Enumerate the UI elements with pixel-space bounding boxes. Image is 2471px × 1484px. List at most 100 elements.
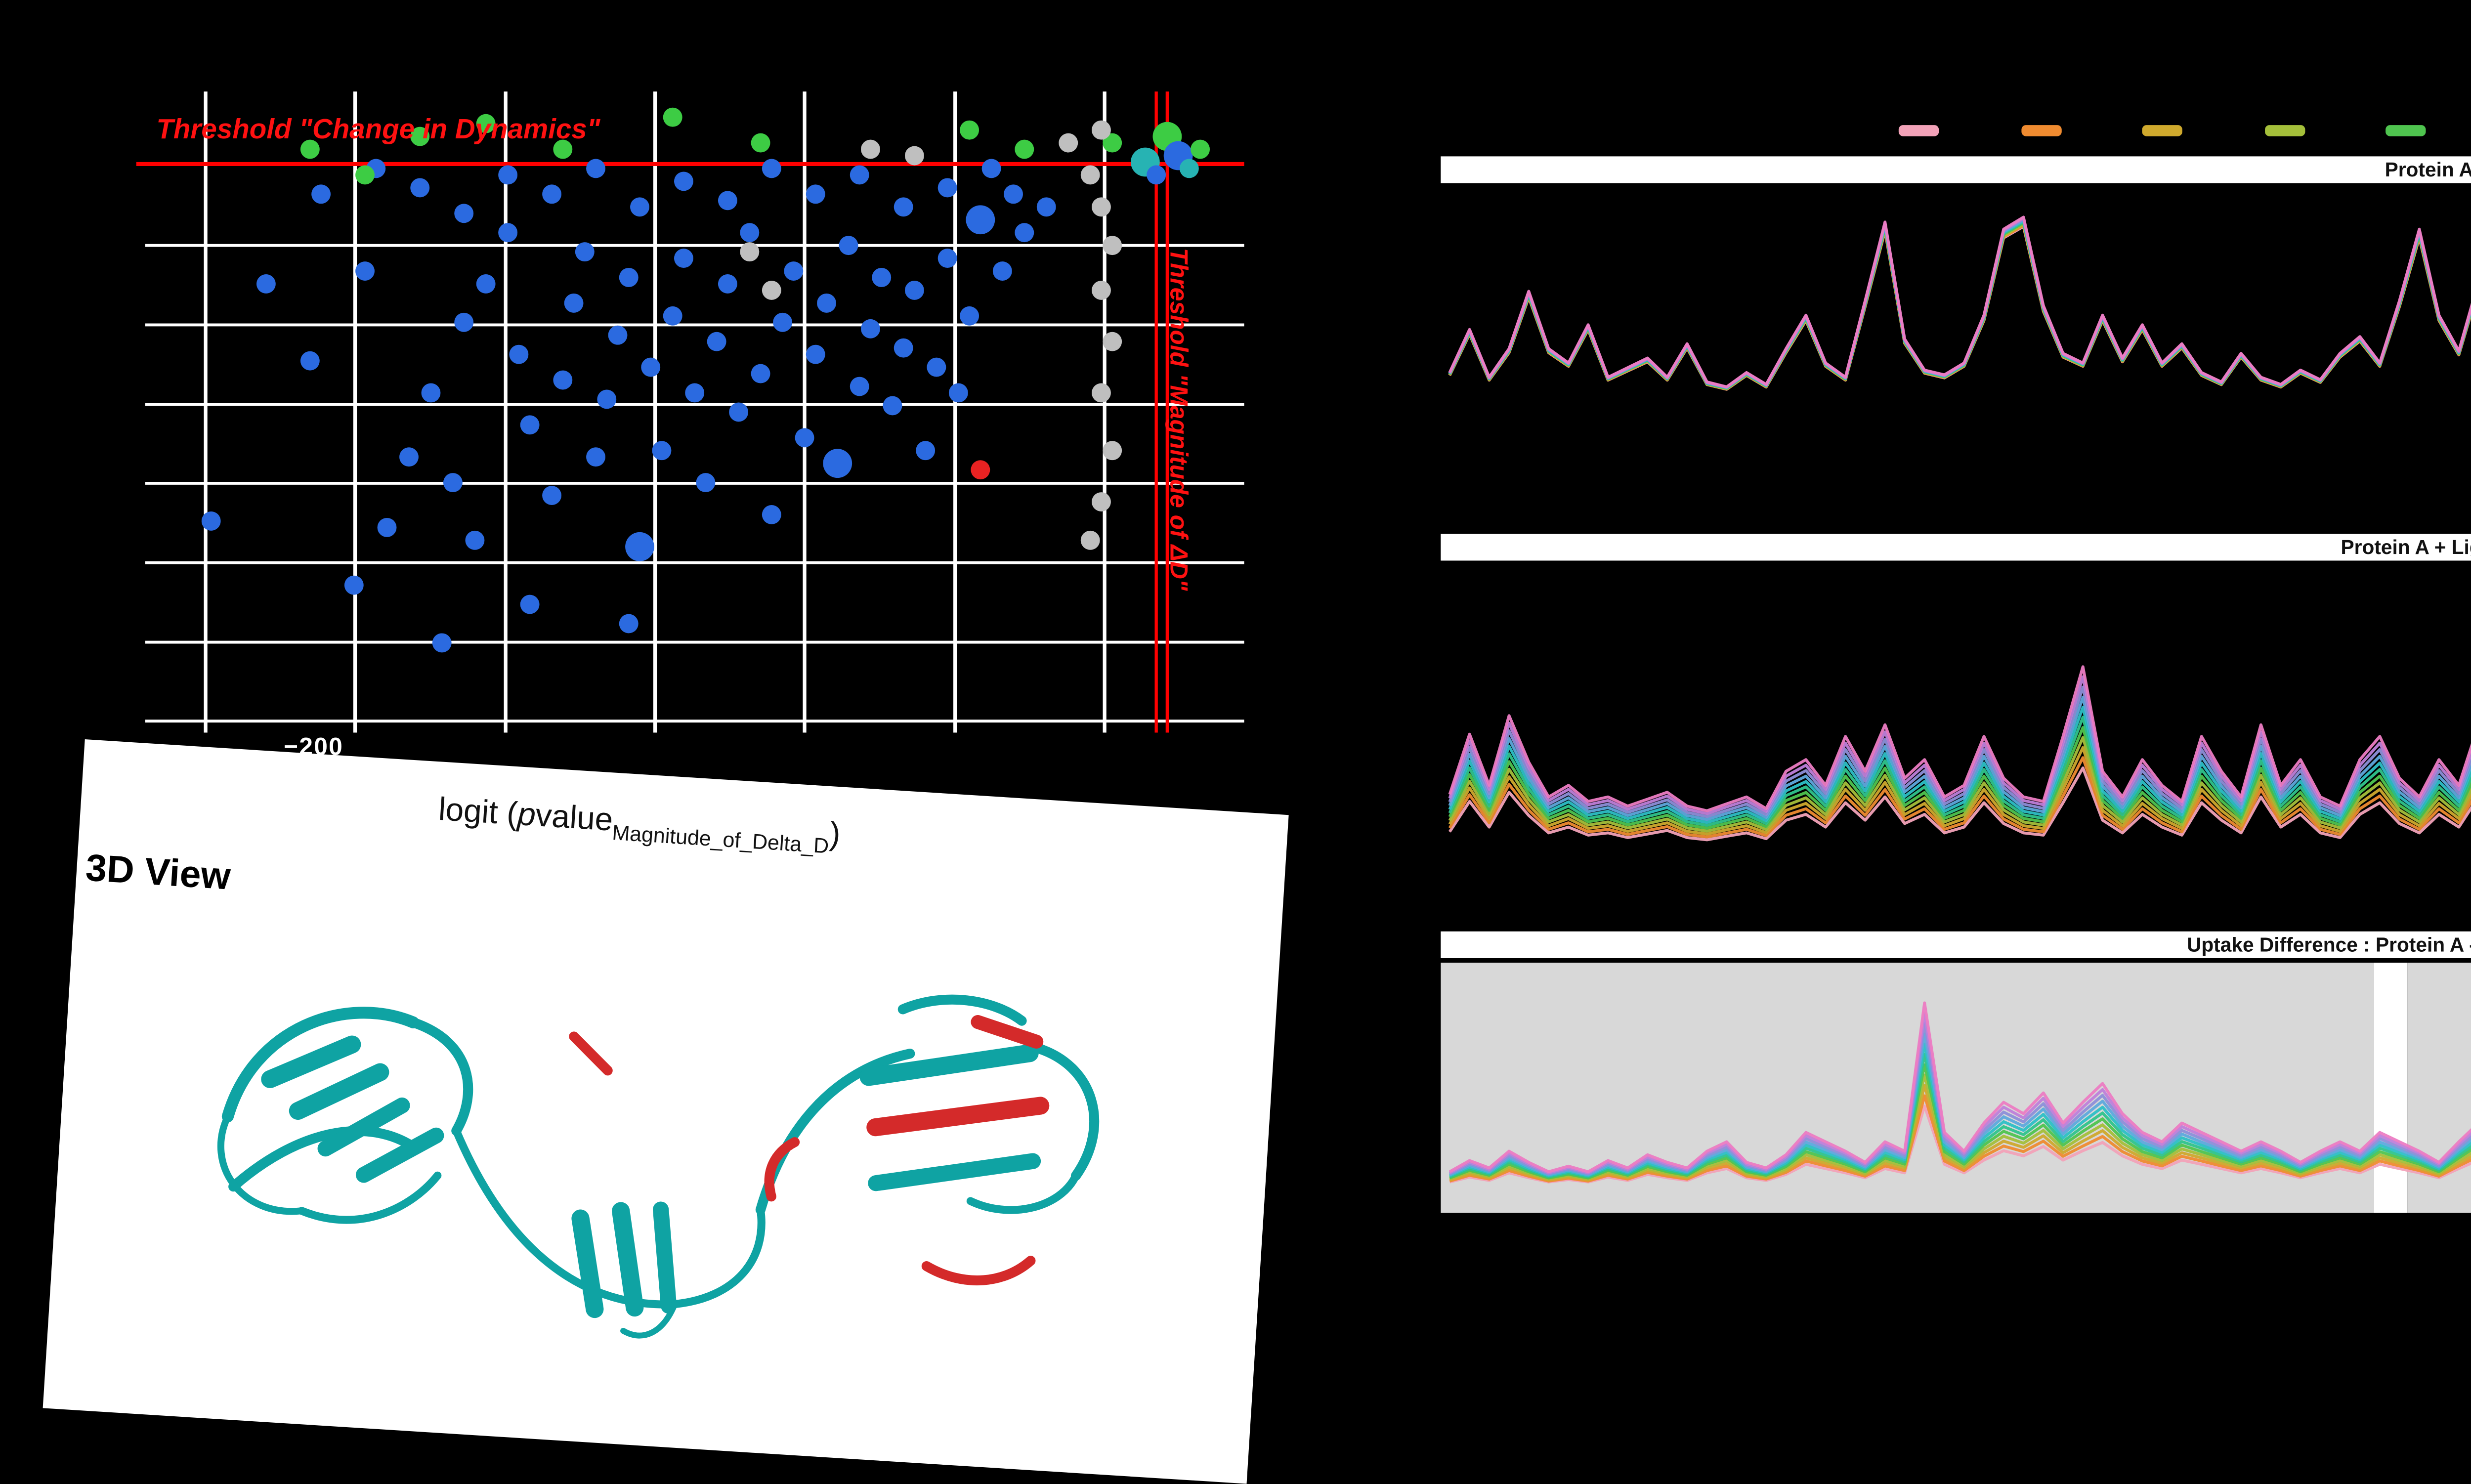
- scatter-point[interactable]: [300, 139, 320, 159]
- scatter-point[interactable]: [553, 139, 573, 159]
- scatter-point[interactable]: [740, 223, 760, 243]
- uptake-chart-2[interactable]: [1441, 560, 2471, 904]
- scatter-point[interactable]: [762, 159, 781, 178]
- scatter-point[interactable]: [751, 364, 770, 383]
- scatter-point[interactable]: [1179, 159, 1199, 178]
- scatter-point[interactable]: [344, 575, 364, 595]
- scatter-point[interactable]: [454, 204, 474, 223]
- scatter-point[interactable]: [311, 184, 331, 204]
- scatter-point[interactable]: [355, 261, 375, 281]
- scatter-point[interactable]: [542, 486, 562, 505]
- scatter-point[interactable]: [542, 184, 562, 204]
- uptake-panel-2[interactable]: [1441, 560, 2471, 904]
- scatter-point[interactable]: [641, 357, 661, 377]
- scatter-point[interactable]: [904, 146, 924, 166]
- scatter-point[interactable]: [520, 415, 540, 435]
- scatter-point[interactable]: [861, 139, 880, 159]
- scatter-point[interactable]: [625, 532, 654, 561]
- scatter-point[interactable]: [1103, 133, 1122, 153]
- uptake-chart-1[interactable]: [1441, 183, 2471, 525]
- scatter-point[interactable]: [432, 633, 452, 653]
- scatter-point[interactable]: [762, 281, 781, 300]
- scatter-point[interactable]: [498, 223, 518, 243]
- scatter-point[interactable]: [608, 325, 628, 345]
- scatter-point[interactable]: [904, 281, 924, 300]
- scatter-point[interactable]: [751, 133, 770, 153]
- scatter-point[interactable]: [795, 428, 814, 448]
- scatter-point[interactable]: [806, 344, 825, 364]
- scatter-point[interactable]: [410, 178, 430, 198]
- scatter-point[interactable]: [1092, 120, 1111, 140]
- scatter-point[interactable]: [619, 614, 639, 634]
- scatter-point[interactable]: [740, 242, 760, 262]
- volcano-plot[interactable]: Threshold "Change in Dynamics" Threshold…: [136, 91, 1244, 762]
- scatter-point[interactable]: [1092, 197, 1111, 217]
- scatter-point[interactable]: [399, 447, 419, 467]
- scatter-point[interactable]: [861, 319, 880, 339]
- scatter-point[interactable]: [696, 473, 716, 493]
- scatter-point[interactable]: [619, 268, 639, 287]
- scatter-point[interactable]: [707, 332, 726, 351]
- scatter-point[interactable]: [992, 261, 1012, 281]
- scatter-point[interactable]: [883, 396, 902, 416]
- scatter-point[interactable]: [586, 159, 605, 178]
- scatter-point[interactable]: [894, 197, 913, 217]
- scatter-point[interactable]: [630, 197, 649, 217]
- scatter-point[interactable]: [300, 351, 320, 371]
- scatter-point[interactable]: [355, 165, 375, 185]
- scatter-point[interactable]: [823, 449, 852, 478]
- scatter-point[interactable]: [850, 377, 869, 396]
- scatter-point[interactable]: [421, 383, 441, 403]
- scatter-point[interactable]: [454, 312, 474, 332]
- scatter-point[interactable]: [564, 293, 584, 313]
- scatter-point[interactable]: [960, 120, 980, 140]
- scatter-point[interactable]: [937, 249, 957, 268]
- scatter-point[interactable]: [520, 594, 540, 614]
- scatter-point[interactable]: [1191, 139, 1210, 159]
- scatter-point[interactable]: [927, 357, 946, 377]
- scatter-point[interactable]: [1036, 197, 1056, 217]
- scatter-point[interactable]: [916, 441, 936, 461]
- legend-dash[interactable]: [2386, 125, 2426, 135]
- scatter-point[interactable]: [476, 114, 496, 133]
- scatter-point[interactable]: [663, 306, 682, 326]
- uptake-chart-3[interactable]: [1441, 958, 2471, 1220]
- scatter-point[interactable]: [652, 441, 672, 461]
- scatter-point[interactable]: [443, 473, 463, 493]
- scatter-point[interactable]: [575, 242, 595, 262]
- scatter-point[interactable]: [201, 511, 221, 531]
- volcano-svg[interactable]: [136, 91, 1244, 733]
- scatter-point[interactable]: [773, 312, 792, 332]
- scatter-point[interactable]: [1103, 441, 1122, 461]
- scatter-point[interactable]: [476, 274, 496, 294]
- scatter-point[interactable]: [465, 530, 485, 550]
- uptake-panel-1[interactable]: [1441, 183, 2471, 525]
- scatter-point[interactable]: [553, 370, 573, 390]
- scatter-point[interactable]: [498, 165, 518, 185]
- scatter-point[interactable]: [981, 159, 1001, 178]
- scatter-point[interactable]: [1080, 530, 1100, 550]
- scatter-point[interactable]: [685, 383, 705, 403]
- uptake-panel-3[interactable]: [1441, 958, 2471, 1220]
- scatter-point[interactable]: [1103, 332, 1122, 351]
- scatter-point[interactable]: [674, 249, 693, 268]
- scatter-point[interactable]: [597, 389, 617, 409]
- legend-dash[interactable]: [2263, 125, 2304, 135]
- scatter-point[interactable]: [894, 338, 913, 358]
- legend-dash[interactable]: [1898, 125, 1939, 135]
- scatter-point[interactable]: [674, 171, 693, 191]
- scatter-point[interactable]: [960, 306, 980, 326]
- scatter-point[interactable]: [718, 191, 737, 211]
- scatter-point[interactable]: [1080, 165, 1100, 185]
- scatter-point[interactable]: [1059, 133, 1078, 153]
- scatter-point[interactable]: [1092, 383, 1111, 403]
- scatter-point[interactable]: [1092, 492, 1111, 511]
- scatter-point[interactable]: [1103, 236, 1122, 255]
- scatter-point[interactable]: [729, 402, 749, 422]
- scatter-point[interactable]: [586, 447, 605, 467]
- scatter-point[interactable]: [971, 460, 990, 480]
- scatter-point[interactable]: [806, 184, 825, 204]
- scatter-point[interactable]: [377, 517, 397, 537]
- scatter-point[interactable]: [509, 344, 529, 364]
- protein-structure[interactable]: [81, 880, 1269, 1409]
